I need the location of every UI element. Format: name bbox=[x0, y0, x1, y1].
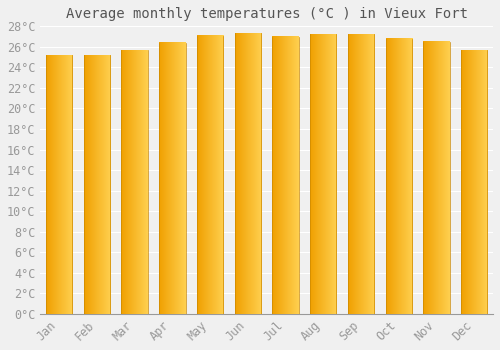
Title: Average monthly temperatures (°C ) in Vieux Fort: Average monthly temperatures (°C ) in Vi… bbox=[66, 7, 468, 21]
